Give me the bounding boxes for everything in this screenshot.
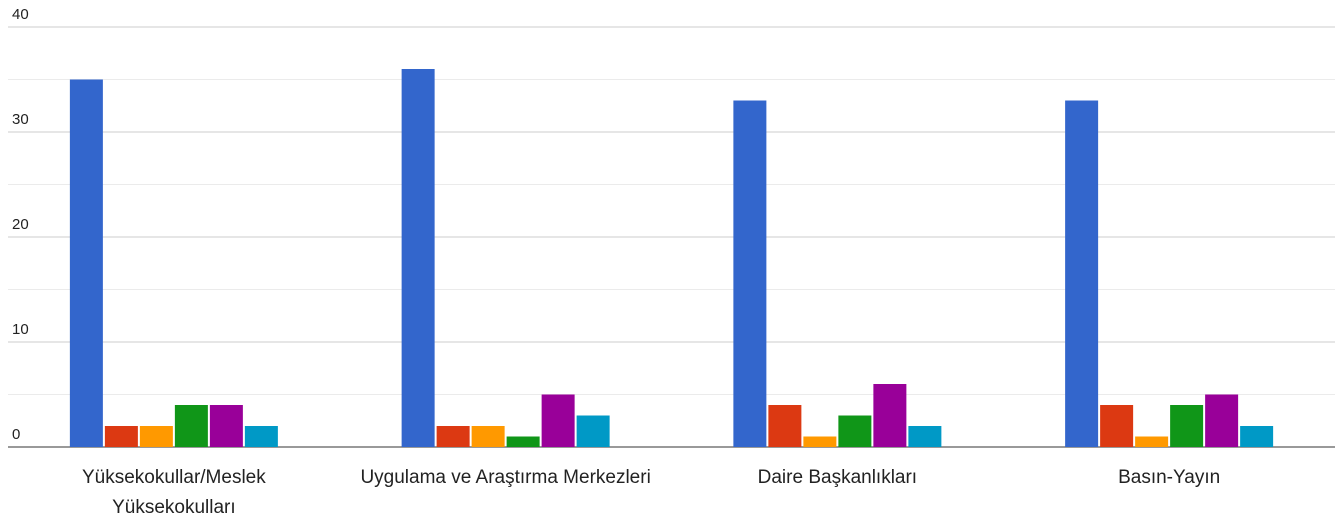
y-tick-label: 20 bbox=[12, 216, 29, 233]
bar bbox=[873, 384, 907, 447]
bar bbox=[541, 394, 575, 447]
bar bbox=[838, 415, 872, 447]
bar bbox=[1100, 405, 1134, 447]
y-tick-label: 10 bbox=[12, 321, 29, 338]
bar bbox=[576, 415, 610, 447]
bar bbox=[1135, 436, 1169, 447]
bar bbox=[69, 79, 103, 447]
bar bbox=[174, 405, 208, 447]
y-tick-label: 40 bbox=[12, 6, 29, 23]
bar bbox=[1240, 426, 1274, 447]
bar bbox=[768, 405, 802, 447]
bar bbox=[1170, 405, 1204, 447]
bar bbox=[908, 426, 942, 447]
bar bbox=[1205, 394, 1239, 447]
x-tick-label: Uygulama ve Araştırma Merkezleri bbox=[360, 467, 651, 488]
bar bbox=[209, 405, 243, 447]
bar bbox=[803, 436, 837, 447]
y-tick-label: 0 bbox=[12, 426, 20, 443]
bar bbox=[436, 426, 470, 447]
bar bbox=[139, 426, 173, 447]
x-tick-label: Basın-Yayın bbox=[1118, 467, 1221, 488]
bar bbox=[401, 69, 435, 447]
x-tick-label: Yüksekokullar/Meslek Yüksekokulları bbox=[82, 467, 266, 518]
bar bbox=[244, 426, 278, 447]
bar bbox=[471, 426, 505, 447]
bar bbox=[733, 100, 767, 447]
bar bbox=[506, 436, 540, 447]
x-tick-label: Daire Başkanlıkları bbox=[757, 467, 918, 488]
y-tick-label: 30 bbox=[12, 111, 29, 128]
bar bbox=[1065, 100, 1099, 447]
bar bbox=[104, 426, 138, 447]
